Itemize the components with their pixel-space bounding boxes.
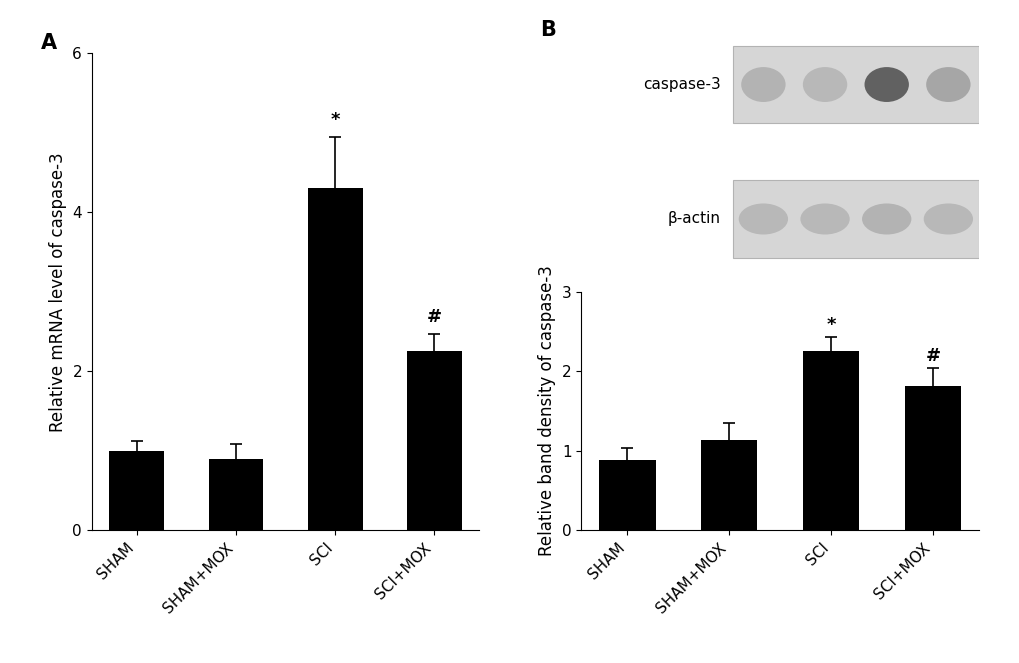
Bar	[109, 451, 164, 530]
Text: #: #	[924, 347, 940, 365]
Text: *: *	[330, 111, 339, 129]
Bar	[308, 188, 362, 530]
Ellipse shape	[741, 67, 785, 102]
Bar	[701, 440, 757, 530]
Text: A: A	[41, 33, 57, 53]
Text: caspase-3: caspase-3	[642, 77, 719, 92]
Ellipse shape	[923, 204, 972, 235]
Y-axis label: Relative band density of caspase-3: Relative band density of caspase-3	[538, 266, 555, 556]
Bar	[209, 459, 263, 530]
Ellipse shape	[800, 204, 849, 235]
Bar	[407, 351, 462, 530]
Ellipse shape	[925, 67, 970, 102]
Bar	[599, 460, 655, 530]
Text: *: *	[825, 316, 836, 334]
Bar	[802, 351, 858, 530]
Bar	[904, 386, 960, 530]
Text: β-actin: β-actin	[667, 211, 719, 227]
FancyBboxPatch shape	[732, 46, 978, 123]
FancyBboxPatch shape	[732, 180, 978, 258]
Text: #: #	[427, 308, 441, 326]
Ellipse shape	[738, 204, 788, 235]
Text: B: B	[540, 20, 556, 40]
Ellipse shape	[861, 204, 911, 235]
Ellipse shape	[864, 67, 908, 102]
Y-axis label: Relative mRNA level of caspase-3: Relative mRNA level of caspase-3	[49, 152, 66, 432]
Ellipse shape	[802, 67, 847, 102]
